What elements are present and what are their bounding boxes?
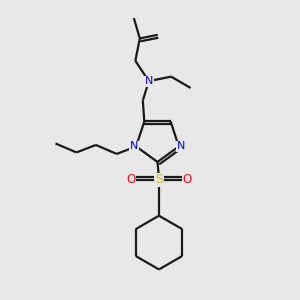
Text: N: N — [145, 76, 153, 86]
Text: N: N — [130, 142, 138, 152]
Text: O: O — [183, 173, 192, 186]
Text: S: S — [155, 173, 163, 186]
Text: N: N — [177, 142, 185, 152]
Text: O: O — [126, 173, 135, 186]
